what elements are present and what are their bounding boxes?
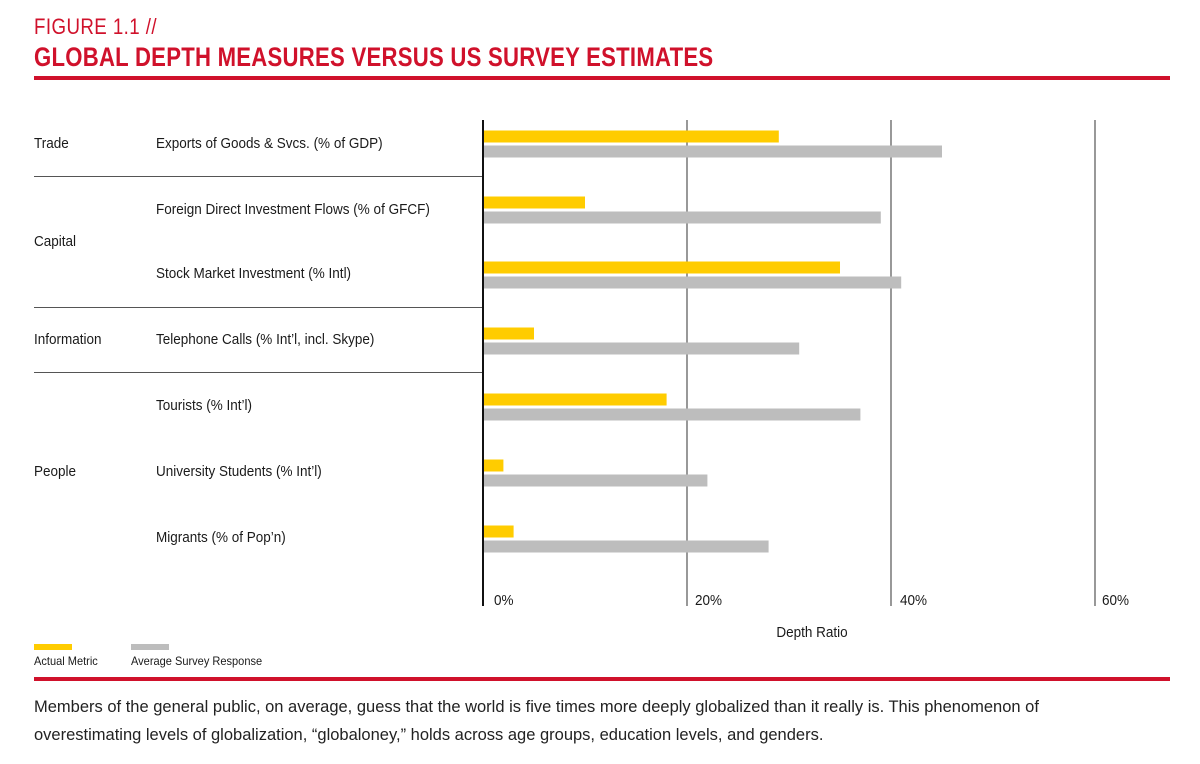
row-label-stock-market: Stock Market Investment (% Intl): [156, 265, 352, 282]
row-label-tourists: Tourists (% Int’l): [156, 397, 253, 414]
separator-information-people: [34, 372, 482, 373]
legend-label-survey: Average Survey Response: [131, 654, 263, 668]
category-capital: Capital: [34, 233, 77, 250]
row-label-students: University Students (% Int’l): [156, 463, 322, 480]
bar-actual-2: [483, 261, 840, 274]
category-people: People: [34, 463, 77, 480]
bar-survey-4: [483, 408, 861, 421]
category-information: Information: [34, 331, 102, 348]
bar-survey-2: [483, 276, 902, 289]
x-tick-20: 20%: [695, 592, 723, 609]
row-label-fdi: Foreign Direct Investment Flows (% of GF…: [156, 201, 430, 218]
row-label-telephone: Telephone Calls (% Int’l, incl. Skype): [156, 331, 375, 348]
note-line-2: overestimating levels of globalization, …: [34, 726, 824, 744]
legend-swatch-survey: [131, 644, 169, 650]
bar-actual-4: [483, 393, 667, 406]
separator-trade-capital: [34, 176, 482, 177]
row-label-migrants: Migrants (% of Pop’n): [156, 529, 286, 546]
top-rule: [34, 76, 1170, 80]
x-tick-40: 40%: [900, 592, 928, 609]
category-trade: Trade: [34, 135, 69, 152]
bar-actual-6: [483, 525, 514, 538]
row-label-exports: Exports of Goods & Svcs. (% of GDP): [156, 135, 383, 152]
figure-note: Members of the general public, on averag…: [34, 693, 1170, 749]
bar-actual-3: [483, 327, 534, 340]
figure-label: FIGURE 1.1 //: [34, 14, 157, 39]
bar-actual-0: [483, 130, 779, 143]
x-tick-0: 0%: [494, 592, 514, 609]
bar-actual-1: [483, 196, 585, 209]
legend-label-actual: Actual Metric: [34, 654, 98, 668]
bar-actual-5: [483, 459, 504, 472]
bar-survey-6: [483, 540, 769, 553]
bar-survey-5: [483, 474, 708, 487]
x-tick-60: 60%: [1102, 592, 1130, 609]
figure-title: GLOBAL DEPTH MEASURES VERSUS US SURVEY E…: [34, 42, 714, 72]
bar-survey-3: [483, 342, 800, 355]
separator-capital-information: [34, 307, 482, 308]
bar-survey-1: [483, 211, 881, 224]
legend-swatch-actual: [34, 644, 72, 650]
note-line-1: Members of the general public, on averag…: [34, 698, 1039, 716]
bottom-rule: [34, 677, 1170, 681]
bar-survey-0: [483, 145, 942, 158]
x-axis-title: Depth Ratio: [776, 624, 848, 641]
